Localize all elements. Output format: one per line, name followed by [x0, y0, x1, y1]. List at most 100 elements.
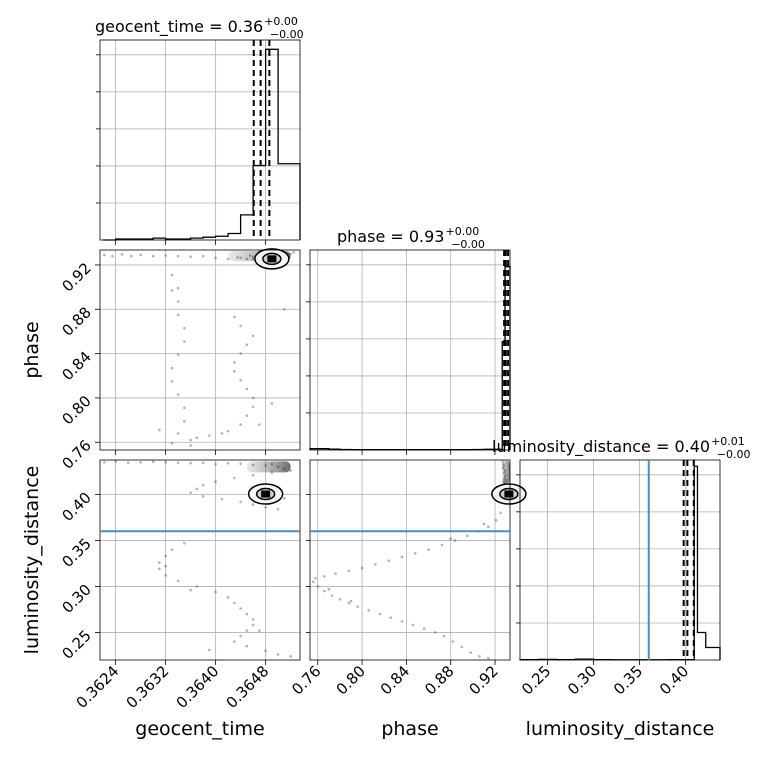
scatter-point [164, 254, 167, 257]
scatter-point [170, 380, 174, 383]
x-tick-label-luminosity_distance: 0.35 [610, 662, 646, 698]
scatter-point [189, 461, 192, 465]
x-tick-label-phase: 0.76 [288, 662, 324, 698]
scatter-point [114, 460, 117, 463]
x-tick-label-geocent_time: 0.3624 [73, 662, 123, 712]
scatter-point [164, 574, 167, 577]
scatter-point [239, 500, 242, 504]
density-band [502, 460, 510, 485]
scatter-point [327, 587, 331, 591]
scatter-point [501, 466, 505, 470]
scatter-point [164, 554, 167, 558]
scatter-point [503, 475, 507, 479]
scatter-point [176, 353, 180, 357]
panel-phase-vs-luminosity-distance-frame [309, 459, 511, 661]
scatter-point [258, 423, 261, 426]
scatter-point [270, 402, 274, 405]
scatter-point [176, 432, 180, 435]
scatter-point [503, 477, 506, 481]
scatter-point [442, 634, 446, 638]
scatter-point [276, 653, 280, 656]
scatter-point [283, 496, 286, 500]
scatter-point [239, 634, 242, 638]
scatter-point [433, 631, 437, 634]
scatter-point [264, 506, 267, 509]
scatter-point [245, 257, 249, 261]
scatter-point [349, 599, 353, 603]
scatter-point [440, 543, 444, 547]
panel-luminosity-distance-histogram-frame [519, 459, 721, 661]
scatter-point [189, 255, 192, 258]
scatter-point [214, 256, 217, 260]
scatter-point [264, 464, 267, 467]
scatter-point [170, 289, 174, 292]
scatter-point [233, 370, 236, 373]
scatter-point [139, 253, 142, 257]
scatter-point [251, 618, 255, 621]
scatter-point [189, 588, 192, 592]
scatter-point [164, 460, 167, 464]
scatter-point [451, 640, 455, 643]
scatter-point [347, 569, 351, 573]
scatter-point [270, 462, 274, 466]
scatter-point [400, 620, 404, 623]
scatter-point [251, 396, 255, 400]
scatter-point [189, 438, 192, 442]
scatter-point [466, 534, 469, 538]
scatter-point [183, 326, 186, 330]
scatter-point [245, 343, 249, 347]
scatter-point [289, 469, 292, 472]
scatter-point [126, 461, 130, 465]
scatter-point [233, 315, 236, 319]
y-axis-label-phase: phase [21, 321, 43, 378]
scatter-point [502, 479, 506, 482]
scatter-point [214, 462, 217, 466]
contour-peak [504, 490, 514, 498]
scatter-point [316, 585, 320, 588]
scatter-point [251, 334, 255, 338]
y-tick-label-luminosity_distance: 0.40 [58, 489, 94, 525]
scatter-point [176, 313, 180, 317]
scatter-point [289, 252, 292, 256]
scatter-point [411, 623, 415, 627]
scatter-point [389, 616, 393, 620]
histogram-step [309, 266, 511, 451]
scatter-point [469, 651, 472, 654]
contour-peak [261, 490, 271, 498]
scatter-point [158, 428, 161, 432]
scatter-point [233, 601, 236, 605]
x-tick-label-luminosity_distance: 0.30 [564, 662, 600, 698]
x-axis-label-phase: phase [381, 718, 438, 740]
scatter-point [226, 596, 230, 599]
scatter-point [251, 503, 255, 506]
scatter-point [374, 563, 377, 566]
y-tick-label-phase: 0.92 [58, 259, 94, 295]
scatter-point [248, 254, 252, 257]
panel-luminosity-distance-histogram [516, 459, 721, 661]
scatter-point [499, 511, 502, 515]
scatter-point [460, 645, 464, 649]
scatter-point [494, 518, 498, 522]
scatter-point [195, 487, 199, 491]
y-tick-label-phase: 0.80 [58, 392, 94, 428]
scatter-point [239, 352, 242, 355]
scatter-point [245, 414, 249, 417]
scatter-point [276, 507, 280, 511]
scatter-point [189, 491, 192, 494]
scatter-point [487, 656, 490, 660]
scatter-point [245, 644, 249, 648]
contour-peak [267, 255, 277, 263]
scatter-point [387, 559, 390, 562]
scatter-point [245, 387, 249, 391]
scatter-point [226, 429, 230, 433]
y-tick-label-phase: 0.84 [58, 348, 94, 384]
scatter-point [139, 460, 142, 464]
scatter-point [176, 461, 180, 465]
scatter-point [170, 366, 174, 370]
panel-geocent-time-histogram [96, 39, 301, 241]
scatter-point [251, 405, 255, 409]
scatter-point [176, 286, 180, 290]
scatter-point [258, 629, 261, 632]
scatter-point [334, 572, 337, 575]
scatter-point [183, 419, 186, 423]
